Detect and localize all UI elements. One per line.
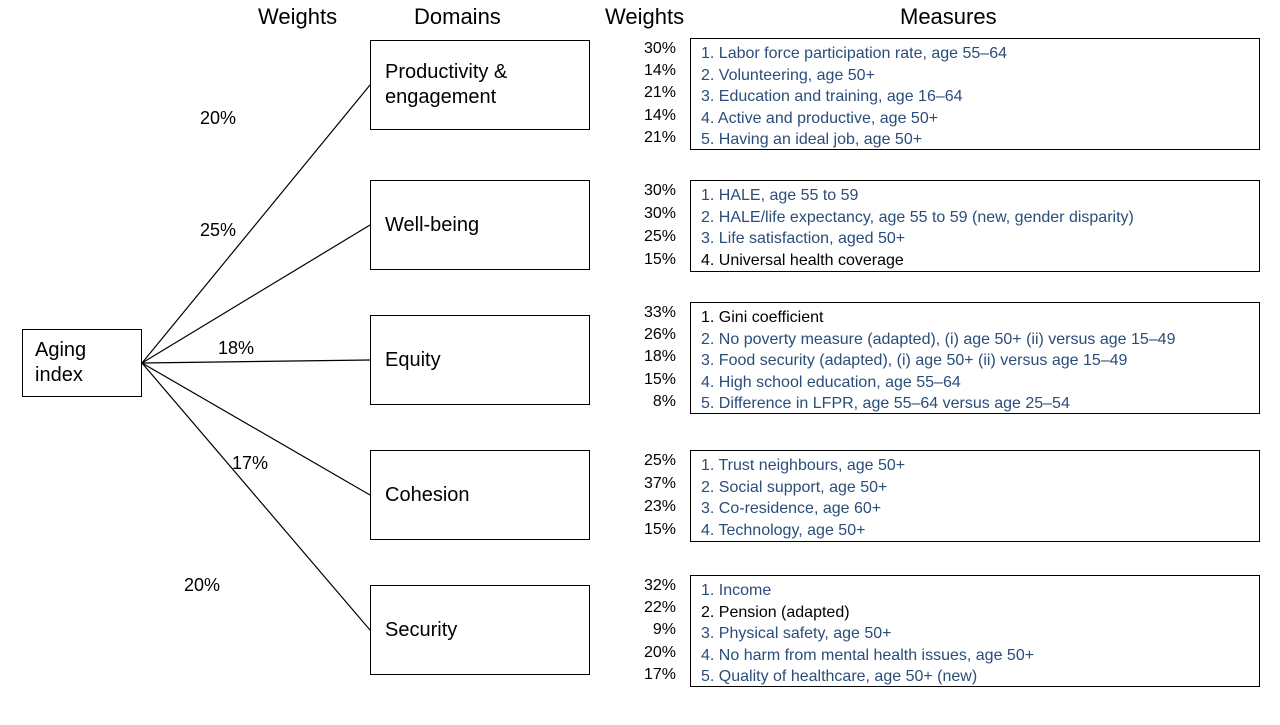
domain-weight-security: 20%	[184, 575, 220, 596]
measure-item: 3. Life satisfaction, aged 50+	[701, 228, 1249, 250]
domain-label: Equity	[385, 348, 441, 373]
measure-weight: 18%	[630, 348, 676, 366]
measure-item: 4. High school education, age 55–64	[701, 372, 1249, 394]
measure-weight: 9%	[630, 621, 676, 639]
domain-weight-productivity: 20%	[200, 108, 236, 129]
header-weights-left: Weights	[258, 4, 337, 30]
domain-cohesion: Cohesion	[370, 450, 590, 540]
measure-weight: 15%	[630, 251, 676, 269]
measure-weight: 21%	[630, 84, 676, 102]
measures-security: 1. Income2. Pension (adapted)3. Physical…	[690, 575, 1260, 687]
measures-productivity: 1. Labor force participation rate, age 5…	[690, 38, 1260, 150]
measure-item: 4. Universal health coverage	[701, 250, 1249, 272]
measures-cohesion: 1. Trust neighbours, age 50+2. Social su…	[690, 450, 1260, 542]
domain-weight-wellbeing: 25%	[200, 220, 236, 241]
domain-productivity: Productivity & engagement	[370, 40, 590, 130]
measure-weight: 32%	[630, 577, 676, 595]
measure-weight: 17%	[630, 666, 676, 684]
measure-weight: 22%	[630, 599, 676, 617]
measure-weight: 15%	[630, 521, 676, 539]
measure-weight: 15%	[630, 371, 676, 389]
domain-label: Cohesion	[385, 483, 470, 508]
measure-weight: 14%	[630, 107, 676, 125]
measure-weight: 23%	[630, 498, 676, 516]
measure-item: 2. No poverty measure (adapted), (i) age…	[701, 329, 1249, 351]
measure-weight: 25%	[630, 452, 676, 470]
measure-item: 2. Social support, age 50+	[701, 477, 1249, 499]
measures-wellbeing: 1. HALE, age 55 to 592. HALE/life expect…	[690, 180, 1260, 272]
measure-item: 3. Co-residence, age 60+	[701, 498, 1249, 520]
measure-weight: 26%	[630, 326, 676, 344]
measure-item: 1. HALE, age 55 to 59	[701, 185, 1249, 207]
domain-equity: Equity	[370, 315, 590, 405]
measure-item: 1. Gini coefficient	[701, 307, 1249, 329]
measure-weight: 8%	[630, 393, 676, 411]
measure-item: 3. Education and training, age 16–64	[701, 86, 1249, 108]
root-node: Aging index	[22, 329, 142, 397]
measure-item: 3. Food security (adapted), (i) age 50+ …	[701, 350, 1249, 372]
measure-weight: 21%	[630, 129, 676, 147]
domain-weight-cohesion: 17%	[232, 453, 268, 474]
measure-weight: 30%	[630, 40, 676, 58]
measure-list-wellbeing: 1. HALE, age 55 to 592. HALE/life expect…	[701, 185, 1249, 271]
measure-item: 4. Active and productive, age 50+	[701, 108, 1249, 130]
measure-list-equity: 1. Gini coefficient2. No poverty measure…	[701, 307, 1249, 415]
measure-weight: 25%	[630, 228, 676, 246]
domain-label: Well-being	[385, 213, 479, 238]
header-weights-right: Weights	[605, 4, 684, 30]
domain-security: Security	[370, 585, 590, 675]
measure-item: 5. Difference in LFPR, age 55–64 versus …	[701, 393, 1249, 415]
measure-item: 1. Trust neighbours, age 50+	[701, 455, 1249, 477]
header-domains: Domains	[414, 4, 501, 30]
measure-item: 4. No harm from mental health issues, ag…	[701, 645, 1249, 667]
measure-item: 2. HALE/life expectancy, age 55 to 59 (n…	[701, 207, 1249, 229]
measures-equity: 1. Gini coefficient2. No poverty measure…	[690, 302, 1260, 414]
measure-item: 4. Technology, age 50+	[701, 520, 1249, 542]
measure-item: 5. Quality of healthcare, age 50+ (new)	[701, 666, 1249, 688]
measure-item: 1. Income	[701, 580, 1249, 602]
measure-weight: 33%	[630, 304, 676, 322]
measure-item: 2. Pension (adapted)	[701, 602, 1249, 624]
header-measures: Measures	[900, 4, 997, 30]
measure-list-cohesion: 1. Trust neighbours, age 50+2. Social su…	[701, 455, 1249, 541]
diagram-stage: Weights Domains Weights Measures Aging index…	[0, 0, 1280, 725]
measure-weight: 30%	[630, 205, 676, 223]
measure-item: 3. Physical safety, age 50+	[701, 623, 1249, 645]
root-label: Aging index	[35, 338, 129, 388]
measure-list-security: 1. Income2. Pension (adapted)3. Physical…	[701, 580, 1249, 688]
measure-weight: 30%	[630, 182, 676, 200]
domain-label: Security	[385, 618, 457, 643]
measure-item: 2. Volunteering, age 50+	[701, 65, 1249, 87]
measure-weight: 14%	[630, 62, 676, 80]
measure-weight: 37%	[630, 475, 676, 493]
measure-list-productivity: 1. Labor force participation rate, age 5…	[701, 43, 1249, 151]
domain-wellbeing: Well-being	[370, 180, 590, 270]
domain-label: Productivity & engagement	[385, 60, 575, 110]
domain-weight-equity: 18%	[218, 338, 254, 359]
measure-item: 5. Having an ideal job, age 50+	[701, 129, 1249, 151]
measure-weight: 20%	[630, 644, 676, 662]
measure-item: 1. Labor force participation rate, age 5…	[701, 43, 1249, 65]
